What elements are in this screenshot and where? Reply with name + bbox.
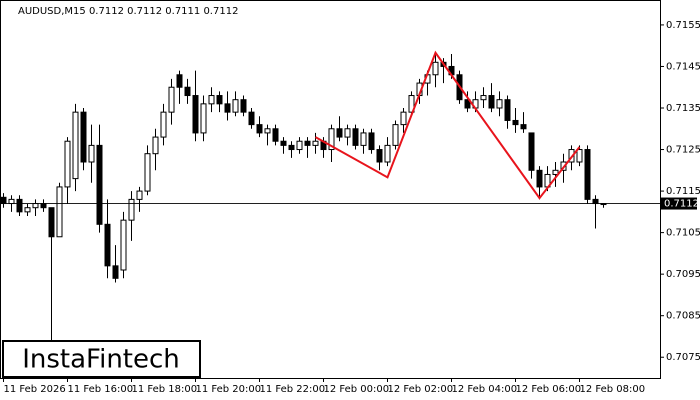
candle-body	[464, 99, 471, 109]
logo-box	[2, 340, 201, 378]
candle-body	[520, 124, 527, 130]
x-tick-label: 11 Feb 20:00	[196, 384, 262, 395]
candle-body	[32, 203, 39, 209]
pattern-line	[315, 50, 581, 200]
candle-body	[48, 207, 55, 238]
y-tick-label: 0.7135	[666, 103, 700, 114]
candle-body	[408, 95, 415, 113]
candle-body	[488, 95, 495, 109]
candle-body	[56, 186, 63, 238]
x-tick-label: 11 Feb 18:00	[132, 384, 198, 395]
candle-body	[384, 144, 391, 163]
candle-body	[152, 136, 159, 155]
candle-body	[344, 128, 351, 138]
candle-body	[24, 207, 31, 213]
candle-body	[128, 198, 135, 221]
x-tick-label: 12 Feb 08:00	[580, 384, 646, 395]
y-tick-label: 0.7145	[666, 61, 700, 72]
candle-body	[192, 95, 199, 134]
candle-body	[352, 128, 359, 146]
candle-body	[264, 128, 271, 134]
x-tick-label: 12 Feb 04:00	[452, 384, 518, 395]
candle-body	[40, 203, 47, 209]
candle-body	[144, 153, 151, 192]
candle-body	[8, 198, 15, 205]
y-tick-label: 0.7095	[666, 269, 700, 280]
candle-body	[576, 149, 583, 163]
candle-body	[216, 95, 223, 105]
candle-body	[224, 103, 231, 113]
candle-body	[368, 132, 375, 151]
candle-body	[480, 95, 487, 101]
candle-body	[160, 111, 167, 138]
y-tick-label: 0.7115	[666, 186, 700, 197]
candle-body	[112, 265, 119, 279]
y-tick-label: 0.7085	[666, 311, 700, 322]
candle-body	[304, 140, 311, 146]
candle-body	[168, 86, 175, 113]
y-tick-label: 0.7155	[666, 20, 700, 31]
candle-body	[136, 190, 143, 200]
x-tick-label: 12 Feb 00:00	[324, 384, 390, 395]
candle-body	[184, 86, 191, 97]
candle-body	[248, 111, 255, 126]
candle-body	[232, 99, 239, 113]
candle-body	[592, 198, 599, 205]
candle-body	[512, 119, 519, 126]
candle-body	[104, 223, 111, 267]
candle-body	[72, 111, 79, 180]
y-tick-label: 0.7105	[666, 228, 700, 239]
x-tick-label: 11 Feb 16:00	[68, 384, 134, 395]
candle-body	[336, 128, 343, 138]
candle-body	[496, 99, 503, 109]
candle-body	[256, 124, 263, 134]
candle-body	[120, 219, 127, 271]
candle-body	[288, 144, 295, 151]
candle-body	[80, 111, 87, 163]
candle-body	[240, 99, 247, 113]
candle-body	[96, 144, 103, 225]
candle-body	[584, 149, 591, 200]
logo: InstaFintech	[22, 345, 180, 375]
x-tick-label: 12 Feb 06:00	[516, 384, 582, 395]
x-tick-label: 12 Feb 02:00	[388, 384, 454, 395]
candle-body	[176, 74, 183, 88]
candle-body	[536, 169, 543, 188]
x-tick-label: 11 Feb 22:00	[260, 384, 326, 395]
candle-body	[16, 198, 23, 213]
x-tick-label: 11 Feb 2026	[4, 384, 66, 395]
candle-body	[200, 103, 207, 134]
candle-body	[376, 149, 383, 163]
candle-body	[272, 128, 279, 142]
candle-body	[296, 140, 303, 151]
y-tick-label: 0.7125	[666, 145, 700, 156]
candle-body	[528, 132, 535, 171]
candle-body	[280, 140, 287, 146]
candle-body	[432, 61, 439, 76]
candle-body	[400, 111, 407, 126]
candle-body	[208, 95, 215, 105]
candle-body	[312, 140, 319, 146]
last-price-box	[661, 197, 697, 210]
candle-body	[504, 99, 511, 121]
y-tick-label: 0.7075	[666, 352, 700, 363]
candle-body	[0, 196, 7, 205]
plot-frame	[0, 0, 661, 379]
chart-title: AUDUSD,M15 0.7112 0.7112 0.7111 0.7112	[18, 6, 238, 17]
candle-body	[392, 124, 399, 146]
last-price-label: 0.7112	[664, 199, 699, 210]
candle-body	[552, 169, 559, 175]
candle-body	[328, 128, 335, 151]
candle-body	[88, 144, 95, 163]
candle-body	[64, 140, 71, 188]
candle-body	[360, 132, 367, 146]
